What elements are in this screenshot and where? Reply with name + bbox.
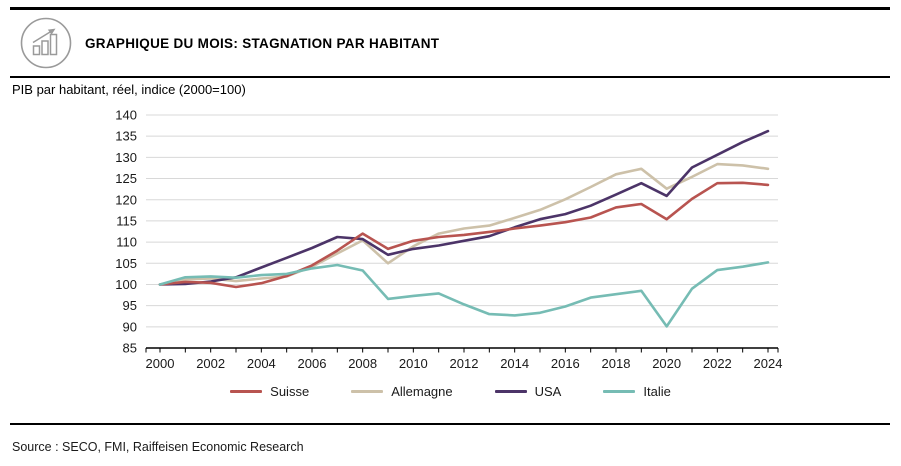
legend-swatch-suisse bbox=[230, 390, 263, 393]
legend-label-allemagne: Allemagne bbox=[391, 384, 453, 399]
x-axis-label-2006: 2006 bbox=[298, 356, 327, 371]
legend-item-italie: Italie bbox=[603, 384, 671, 399]
x-axis-label-2004: 2004 bbox=[247, 356, 276, 371]
header-rule bbox=[10, 76, 890, 78]
y-axis-label-140: 140 bbox=[115, 108, 137, 123]
x-axis-label-2008: 2008 bbox=[348, 356, 377, 371]
y-axis-label-85: 85 bbox=[123, 341, 137, 356]
x-axis-label-2016: 2016 bbox=[551, 356, 580, 371]
x-axis-label-2000: 2000 bbox=[146, 356, 175, 371]
series-line-italie bbox=[158, 261, 770, 328]
line-chart: 85 90 95 100 105 110 115 120 125 130 135 140 2000 200… bbox=[115, 108, 783, 371]
top-rule bbox=[10, 7, 890, 10]
y-axis-label-135: 135 bbox=[115, 129, 137, 144]
y-axis-label-100: 100 bbox=[115, 277, 137, 292]
legend-item-allemagne: Allemagne bbox=[351, 384, 453, 399]
legend-label-italie: Italie bbox=[643, 384, 671, 399]
legend-label-suisse: Suisse bbox=[270, 384, 310, 399]
legend-swatch-usa bbox=[494, 390, 527, 393]
x-axis-label-2010: 2010 bbox=[399, 356, 428, 371]
page-title: GRAPHIQUE DU MOIS: STAGNATION PAR HABITA… bbox=[85, 36, 440, 51]
x-axis-label-2002: 2002 bbox=[196, 356, 225, 371]
legend-item-suisse: Suisse bbox=[230, 384, 309, 399]
y-axis-label-95: 95 bbox=[123, 298, 137, 313]
y-axis-label-130: 130 bbox=[115, 150, 137, 165]
legend-swatch-italie bbox=[603, 390, 636, 393]
x-axis-label-2020: 2020 bbox=[652, 356, 681, 371]
y-axis-label-105: 105 bbox=[115, 256, 137, 271]
x-axis-label-2022: 2022 bbox=[703, 356, 732, 371]
x-axis-label-2024: 2024 bbox=[754, 356, 783, 371]
y-axis-label-120: 120 bbox=[115, 192, 137, 207]
series-line-usa bbox=[158, 129, 770, 286]
series-line-suisse bbox=[158, 181, 770, 289]
series-line-allemagne bbox=[158, 162, 770, 286]
bar-chart-growth-icon bbox=[20, 17, 72, 69]
chart-subtitle: PIB par habitant, réel, indice (2000=100… bbox=[12, 82, 246, 97]
x-axis-label-2012: 2012 bbox=[450, 356, 479, 371]
y-axis-label-90: 90 bbox=[123, 319, 137, 334]
legend-label-usa: USA bbox=[534, 384, 562, 399]
y-axis-label-125: 125 bbox=[115, 171, 137, 186]
legend-item-usa: USA bbox=[494, 384, 562, 399]
y-axis-label-115: 115 bbox=[116, 213, 137, 228]
legend-swatch-allemagne bbox=[351, 390, 384, 393]
x-axis-label-2018: 2018 bbox=[602, 356, 631, 371]
y-axis-label-110: 110 bbox=[116, 235, 137, 250]
source-text: Source : SECO, FMI, Raiffeisen Economic … bbox=[12, 440, 304, 454]
chart-legend: Suisse Allemagne USA Italie bbox=[0, 384, 901, 399]
footer-rule bbox=[10, 423, 890, 425]
x-axis-label-2014: 2014 bbox=[500, 356, 529, 371]
